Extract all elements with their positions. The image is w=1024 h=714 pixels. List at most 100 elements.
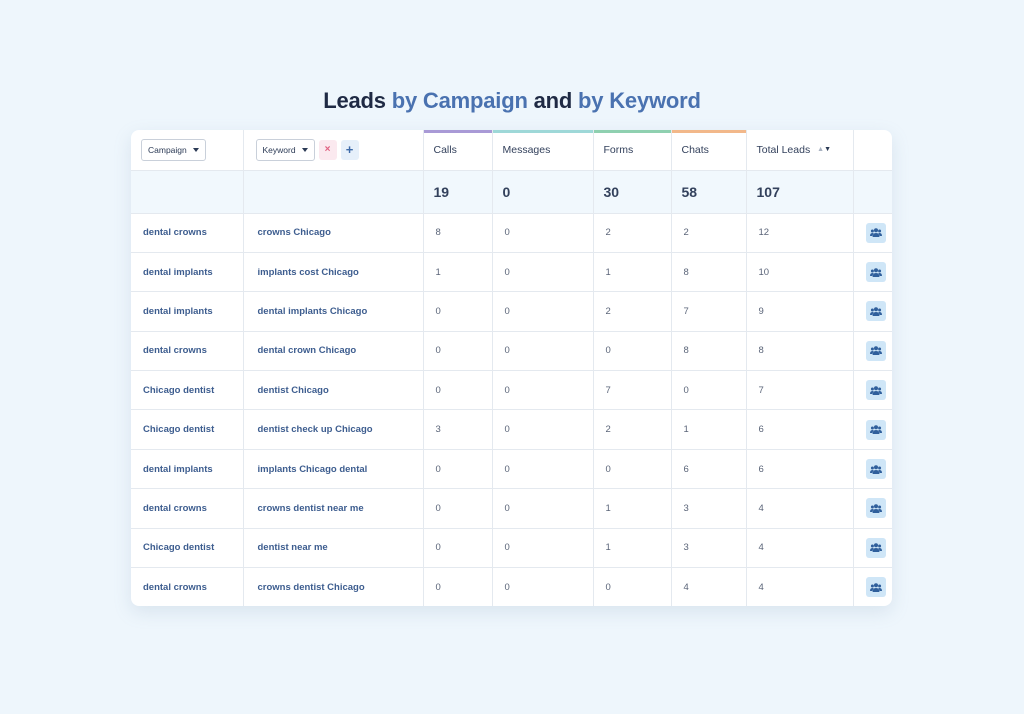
column-header-calls[interactable]: Calls: [423, 130, 493, 171]
leads-table: Campaign Keyword × + Calls Messages Forms…: [131, 130, 892, 606]
column-header-forms[interactable]: Forms: [593, 130, 672, 171]
keyword-select-label: Keyword: [262, 144, 296, 155]
cell-campaign: dental crowns: [131, 567, 244, 606]
users-icon: [869, 386, 882, 395]
cell-actions: [852, 528, 892, 569]
cell-forms: 2: [593, 213, 672, 253]
table-row: dental crowns crowns dentist Chicago 0 0 0 4 4: [131, 567, 892, 606]
view-contacts-button[interactable]: [865, 459, 886, 480]
view-contacts-button[interactable]: [865, 222, 886, 243]
leads-table-card: Campaign Keyword × + Calls Messages Forms…: [131, 130, 892, 606]
cell-actions: [852, 331, 892, 372]
campaign-select[interactable]: Campaign: [141, 138, 206, 161]
cell-total: 8: [746, 331, 854, 372]
users-icon: [869, 504, 882, 513]
cell-forms: 1: [593, 488, 672, 529]
users-icon: [869, 346, 882, 356]
cell-actions: [852, 488, 892, 529]
cell-forms: 0: [593, 331, 672, 372]
keyword-select[interactable]: Keyword: [255, 138, 315, 161]
cell-forms: 2: [593, 409, 672, 450]
cell-actions: [852, 370, 892, 411]
view-contacts-button[interactable]: [865, 301, 886, 322]
title-by-campaign: by Campaign: [391, 88, 528, 113]
column-header-chats[interactable]: Chats: [671, 130, 747, 171]
cell-keyword: dentist Chicago: [243, 370, 424, 411]
table-row: dental crowns dental crown Chicago 0 0 0 8 8: [131, 331, 892, 372]
cell-messages: 0: [492, 252, 594, 293]
cell-calls: 8: [423, 213, 493, 253]
users-icon: [869, 425, 882, 435]
cell-keyword: crowns dentist near me: [243, 488, 424, 529]
title-and: and: [527, 88, 579, 113]
cell-keyword: dentist near me: [243, 528, 424, 569]
cell-total: 9: [746, 291, 854, 332]
cell-chats: 7: [671, 291, 747, 332]
table-row: dental implants implants cost Chicago 1 0 1 8…: [131, 252, 892, 293]
table-row: Chicago dentist dentist check up Chicago 3…: [131, 409, 892, 450]
table-row: dental crowns crowns dentist near me 0 0 1 3 4: [131, 488, 892, 529]
cell-actions: [852, 252, 892, 293]
cell-forms: 2: [593, 291, 672, 332]
users-icon: [869, 464, 882, 474]
view-contacts-button[interactable]: [865, 577, 886, 598]
cell-forms: 0: [593, 449, 672, 490]
actions-header: [852, 130, 892, 171]
cell-keyword: dental implants Chicago: [243, 291, 424, 332]
view-contacts-button[interactable]: [865, 537, 886, 558]
total-leads-label: Total Leads: [756, 143, 811, 156]
cell-chats: 6: [671, 449, 747, 490]
view-contacts-button[interactable]: [865, 262, 886, 283]
users-icon: [869, 543, 882, 553]
title-leads: Leads: [323, 88, 392, 113]
cell-campaign: dental crowns: [131, 488, 244, 529]
cell-campaign: dental implants: [131, 291, 244, 332]
cell-forms: 7: [593, 370, 672, 411]
cell-keyword: dental crown Chicago: [243, 331, 424, 372]
view-contacts-button[interactable]: [865, 380, 886, 401]
view-contacts-button[interactable]: [865, 340, 886, 361]
column-header-total-leads[interactable]: Total Leads ▲▼: [746, 130, 854, 171]
campaign-select-label: Campaign: [148, 144, 187, 155]
table-row: Chicago dentist dentist Chicago 0 0 7 0 7: [131, 370, 892, 411]
cell-actions: [852, 567, 892, 606]
total-leads: 107: [746, 170, 854, 214]
cell-calls: 0: [423, 528, 493, 569]
title-by-keyword: by Keyword: [578, 88, 701, 113]
cell-calls: 0: [423, 331, 493, 372]
cell-chats: 8: [671, 252, 747, 293]
cell-keyword: implants Chicago dental: [243, 449, 424, 490]
cell-calls: 0: [423, 449, 493, 490]
view-contacts-button[interactable]: [865, 498, 886, 519]
view-contacts-button[interactable]: [865, 419, 886, 440]
remove-column-button[interactable]: ×: [318, 139, 337, 160]
cell-calls: 1: [423, 252, 493, 293]
cell-calls: 0: [423, 488, 493, 529]
totals-row: 19 0 30 58 107: [131, 170, 892, 214]
cell-keyword: crowns Chicago: [243, 213, 424, 253]
cell-calls: 0: [423, 291, 493, 332]
cell-chats: 4: [671, 567, 747, 606]
table-row: Chicago dentist dentist near me 0 0 1 3 4: [131, 528, 892, 569]
cell-forms: 1: [593, 528, 672, 569]
column-header-messages[interactable]: Messages: [492, 130, 594, 171]
cell-messages: 0: [492, 449, 594, 490]
cell-total: 4: [746, 528, 854, 569]
chevron-down-icon: [301, 147, 308, 152]
add-column-button[interactable]: +: [340, 139, 359, 160]
total-forms: 30: [593, 170, 672, 214]
header-row: Campaign Keyword × + Calls Messages Forms…: [131, 130, 892, 171]
users-icon: [869, 228, 882, 238]
cell-actions: [852, 449, 892, 490]
cell-calls: 0: [423, 567, 493, 606]
sort-icon[interactable]: ▲▼: [817, 146, 832, 154]
cell-chats: 0: [671, 370, 747, 411]
cell-keyword: dentist check up Chicago: [243, 409, 424, 450]
table-row: dental implants dental implants Chicago 0 0…: [131, 291, 892, 332]
table-row: dental crowns crowns Chicago 8 0 2 2 12: [131, 213, 892, 253]
total-messages: 0: [492, 170, 594, 214]
cell-actions: [852, 213, 892, 253]
campaign-filter-cell: Campaign: [131, 130, 244, 171]
cell-messages: 0: [492, 409, 594, 450]
totals-empty-actions: [852, 170, 892, 214]
